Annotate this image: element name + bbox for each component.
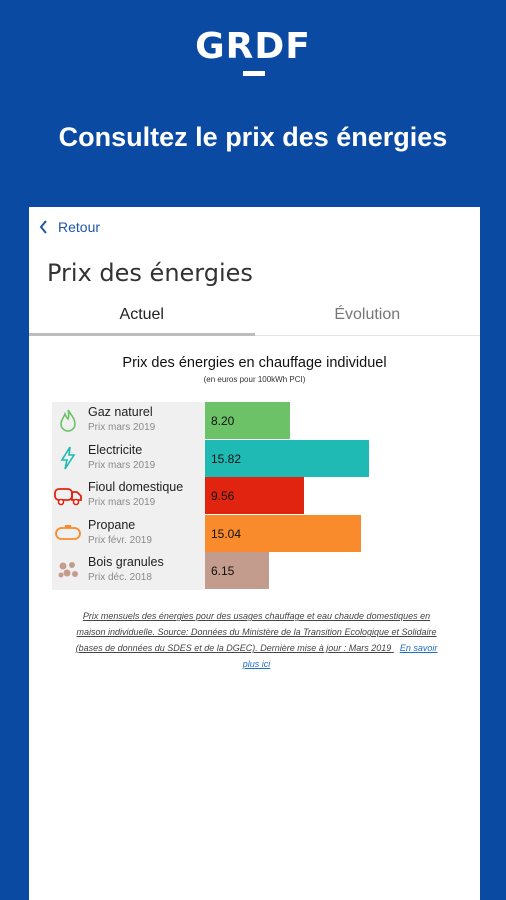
flame-icon (54, 406, 82, 434)
chart-row: Fioul domestique Prix mars 2019 9.56 (52, 477, 412, 515)
chart-row: Propane Prix févr. 2019 15.04 (52, 514, 412, 552)
tab-bar: Actuel Évolution (29, 301, 480, 336)
chart-date-label: Prix déc. 2018 (88, 572, 152, 584)
tab-evolution[interactable]: Évolution (334, 306, 401, 323)
chart-title: Prix des énergies en chauffage individue… (122, 355, 387, 371)
chart-value-label: 6.15 (211, 564, 235, 579)
chart-value-label: 15.82 (211, 451, 242, 466)
back-label: Retour (58, 219, 101, 235)
page-headline: Consultez le prix des énergies (58, 122, 448, 152)
learn-more-link[interactable]: En savoir plus ici (242, 643, 438, 669)
chart-category-label: Electricite (88, 442, 143, 457)
chart-category-label: Fioul domestique (88, 480, 184, 495)
chart-date-label: Prix mars 2019 (88, 497, 156, 509)
footnote-text: Prix mensuels des énergies pour des usag… (75, 611, 437, 653)
chart-category-label: Bois granules (88, 555, 164, 570)
chart-subtitle: (en euros pour 100kWh PCI) (203, 375, 306, 384)
chart-value-label: 15.04 (211, 526, 242, 541)
pellets-icon (54, 556, 82, 584)
chart-row: Electricite Prix mars 2019 15.82 (52, 439, 412, 477)
chart-value-label: 8.20 (211, 414, 235, 428)
back-button[interactable]: Retour (39, 219, 100, 235)
chart-bar (205, 477, 304, 515)
chart-date-label: Prix mars 2019 (88, 422, 156, 433)
chart-row: Bois granules Prix déc. 2018 6.15 (52, 552, 412, 590)
energy-price-chart: Gaz naturel Prix mars 2019 8.20 Electricite… (52, 402, 412, 590)
chart-value-label: 9.56 (211, 489, 235, 504)
footnote: Prix mensuels des énergies pour des usag… (69, 608, 444, 672)
chevron-left-icon (39, 220, 47, 234)
tab-actuel[interactable]: Actuel (29, 301, 255, 336)
chart-bar (205, 439, 369, 477)
chart-category-label: Gaz naturel (88, 405, 153, 419)
labels-background (52, 402, 205, 590)
chart-category-label: Propane (88, 517, 136, 532)
chart-date-label: Prix mars 2019 (88, 459, 156, 471)
chart-row: Gaz naturel Prix mars 2019 8.20 (52, 402, 412, 439)
chart-date-label: Prix févr. 2019 (88, 534, 152, 546)
chart-bar (205, 552, 269, 590)
logo-underline (243, 71, 265, 76)
chart-bar (205, 514, 361, 552)
content-card: Retour Prix des énergies Actuel Évolutio… (29, 207, 480, 900)
propane-tank-icon (54, 519, 82, 547)
grdf-logo: GRDF (195, 26, 311, 67)
lightning-icon (54, 444, 82, 472)
chart-bar (205, 402, 290, 439)
page-title: Prix des énergies (47, 259, 253, 287)
fuel-truck-icon (54, 481, 82, 509)
